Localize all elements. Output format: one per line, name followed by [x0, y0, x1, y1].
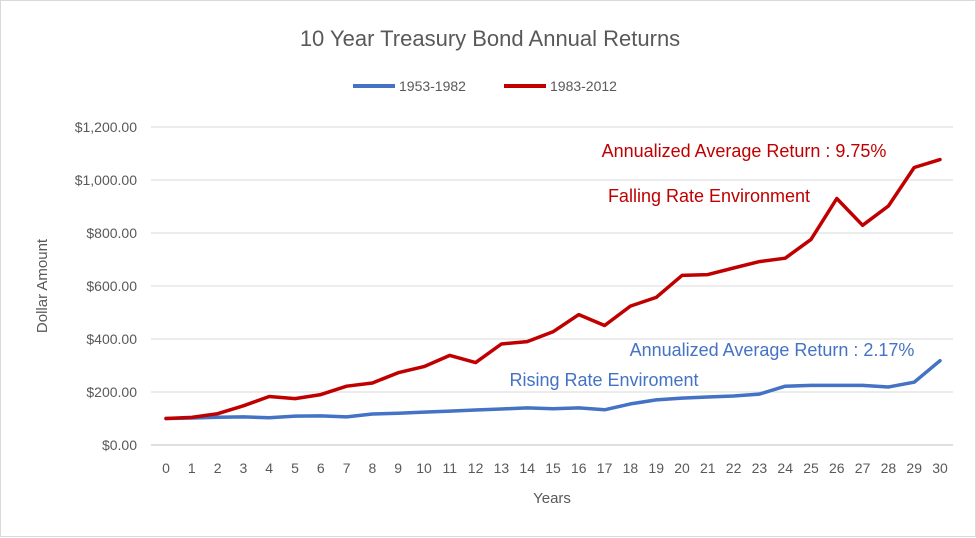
y-tick-label: $1,000.00	[75, 172, 137, 188]
x-tick-label: 6	[317, 460, 325, 476]
x-tick-label: 29	[906, 460, 922, 476]
series-line-1983-2012	[164, 157, 942, 421]
y-axis-title: Dollar Amount	[34, 238, 51, 333]
x-tick-label: 12	[468, 460, 484, 476]
x-tick-label: 4	[265, 460, 273, 476]
x-tick-label: 10	[416, 460, 432, 476]
x-tick-label: 21	[700, 460, 716, 476]
chart-title: 10 Year Treasury Bond Annual Returns	[300, 26, 680, 51]
x-tick-label: 15	[545, 460, 561, 476]
x-tick-label: 5	[291, 460, 299, 476]
y-tick-label: $600.00	[86, 278, 137, 294]
x-tick-label: 26	[829, 460, 845, 476]
y-tick-label: $800.00	[86, 225, 137, 241]
x-tick-label: 28	[881, 460, 897, 476]
x-axis-title: Years	[533, 490, 571, 507]
x-tick-label: 17	[597, 460, 613, 476]
x-tick-label: 3	[240, 460, 248, 476]
x-tick-label: 9	[394, 460, 402, 476]
y-tick-labels: $0.00 $200.00 $400.00 $600.00 $800.00 $1,000.…	[75, 119, 138, 453]
x-tick-label: 2	[214, 460, 222, 476]
legend-label-1983-2012: 1983-2012	[550, 78, 617, 94]
x-tick-label: 22	[726, 460, 742, 476]
x-tick-label: 25	[803, 460, 819, 476]
series-lines	[164, 157, 942, 421]
gridlines	[151, 126, 953, 446]
x-tick-label: 30	[932, 460, 948, 476]
annotation-falling-rate: Falling Rate Environment	[608, 186, 810, 206]
legend: 1953-1982 1983-2012	[353, 78, 617, 94]
y-tick-label: $0.00	[102, 437, 137, 453]
x-tick-label: 16	[571, 460, 587, 476]
x-tick-label: 24	[777, 460, 793, 476]
legend-label-1953-1982: 1953-1982	[399, 78, 466, 94]
x-tick-label: 11	[443, 460, 458, 476]
annotation-rising-rate: Rising Rate Enviroment	[509, 370, 698, 390]
y-tick-label: $1,200.00	[75, 119, 137, 135]
x-tick-label: 20	[674, 460, 690, 476]
annotation-return-1983-2012: Annualized Average Return : 9.75%	[602, 141, 887, 161]
x-tick-label: 1	[188, 460, 196, 476]
y-tick-label: $200.00	[86, 384, 137, 400]
annotation-return-1953-1982: Annualized Average Return : 2.17%	[630, 340, 915, 360]
x-tick-label: 7	[343, 460, 351, 476]
x-tick-label: 19	[648, 460, 664, 476]
y-tick-label: $400.00	[86, 331, 137, 347]
x-tick-label: 0	[162, 460, 170, 476]
x-tick-label: 23	[752, 460, 768, 476]
x-tick-label: 13	[494, 460, 510, 476]
x-tick-labels: 0 1 2 3 4 5 6 7 8 9 10 11 12 13 14 15 16 17 18 19 20 21 22 23 24…	[162, 460, 948, 476]
x-tick-label: 14	[519, 460, 535, 476]
x-tick-label: 18	[623, 460, 639, 476]
x-tick-label: 27	[855, 460, 871, 476]
x-tick-label: 8	[369, 460, 377, 476]
series-line-1953-1982	[164, 358, 942, 421]
